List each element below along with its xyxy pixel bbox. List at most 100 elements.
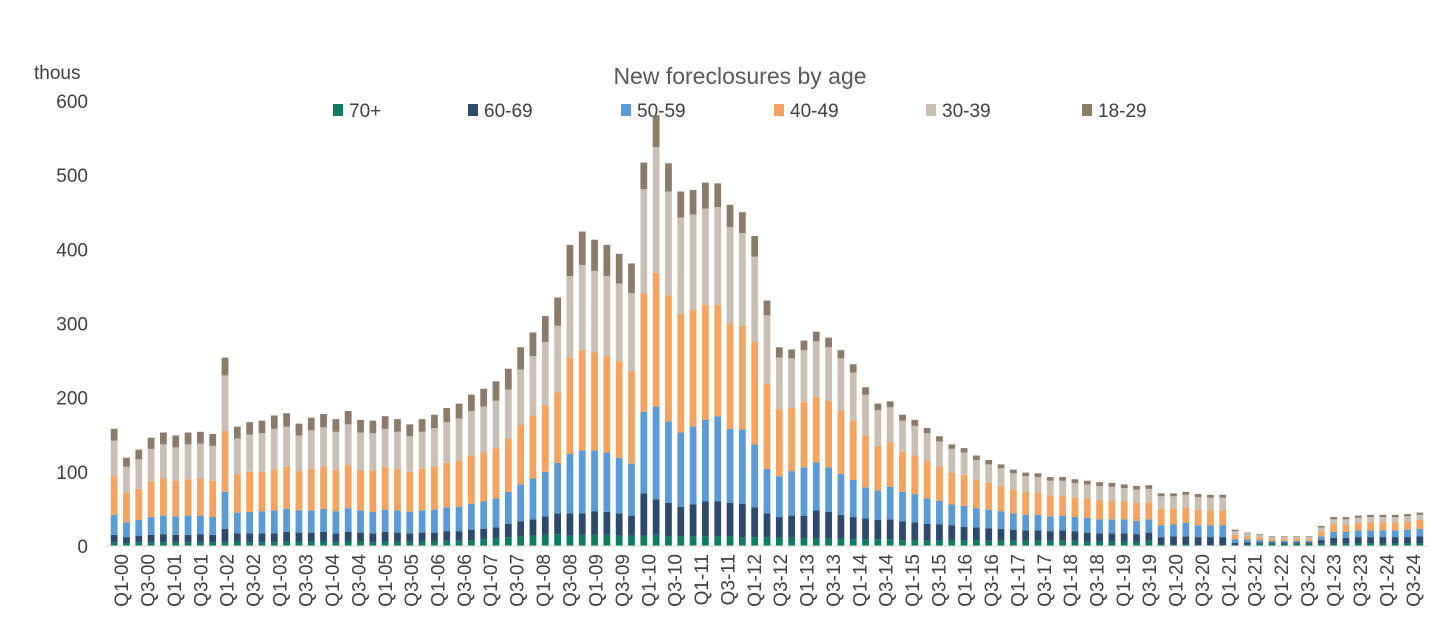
- bar-stack: [443, 408, 451, 546]
- bar-stack: [1157, 493, 1165, 546]
- bar-stack: [394, 419, 401, 546]
- bar-segment: [394, 431, 401, 469]
- bar-segment: [1207, 494, 1214, 498]
- bar-segment: [763, 468, 771, 514]
- bar-segment: [1219, 537, 1227, 546]
- bar-segment: [923, 433, 931, 462]
- bar-segment: [172, 534, 180, 543]
- bar-segment: [849, 479, 857, 518]
- bar-segment: [270, 510, 278, 534]
- bar-segment: [677, 191, 685, 218]
- bar-segment: [1071, 497, 1079, 518]
- bar-segment: [751, 507, 759, 538]
- x-tick-label: Q1-11: [692, 554, 713, 605]
- bar-segment: [1071, 482, 1079, 498]
- bar-segment: [1268, 537, 1276, 539]
- bar-segment: [1391, 543, 1399, 546]
- bar-segment: [529, 478, 537, 520]
- bar-segment: [1280, 542, 1288, 544]
- bar-segment: [862, 518, 869, 540]
- bar-stack: [985, 459, 993, 546]
- bar-segment: [110, 534, 118, 543]
- bar-segment: [283, 466, 290, 509]
- bar-segment: [849, 420, 857, 480]
- bar-segment: [1280, 536, 1288, 538]
- bar-segment: [899, 491, 906, 522]
- bar-segment: [923, 461, 931, 499]
- bar-segment: [406, 471, 414, 512]
- bar-stack: [418, 419, 426, 546]
- bar-segment: [628, 535, 635, 546]
- bar-segment: [443, 408, 451, 423]
- bar-segment: [628, 370, 635, 464]
- bar-segment: [160, 534, 167, 543]
- x-tick-label: Q3-21: [1246, 554, 1267, 607]
- bars-group: [110, 115, 1424, 546]
- bar-segment: [923, 428, 931, 434]
- x-tick-label: Q3-05: [402, 554, 423, 607]
- bar-segment: [1268, 540, 1276, 543]
- bar-segment: [147, 448, 155, 482]
- bar-segment: [1083, 480, 1091, 485]
- x-tick-label: Q1-00: [112, 554, 133, 607]
- bar-segment: [332, 542, 340, 546]
- bar-segment: [135, 488, 143, 521]
- bar-segment: [800, 467, 808, 516]
- bar-stack: [702, 182, 709, 546]
- bar-segment: [1256, 534, 1264, 535]
- bar-stack: [603, 244, 611, 546]
- bar-segment: [443, 531, 451, 541]
- bar-segment: [714, 416, 722, 502]
- bar-segment: [702, 536, 709, 546]
- bar-segment: [923, 523, 931, 541]
- legend-label: 70+: [349, 101, 381, 122]
- bar-segment: [1207, 537, 1214, 546]
- x-tick-label: Q3-06: [455, 554, 476, 607]
- bar-segment: [320, 413, 327, 428]
- bar-segment: [1367, 517, 1374, 523]
- bar-segment: [431, 428, 438, 467]
- legend-label: 30-39: [942, 101, 991, 122]
- bar-stack: [492, 381, 500, 546]
- bar-segment: [467, 394, 475, 412]
- bar-segment: [1404, 529, 1411, 538]
- bar-segment: [973, 527, 980, 541]
- bar-segment: [788, 408, 796, 472]
- bar-segment: [849, 364, 857, 373]
- bar-stack: [1133, 485, 1140, 546]
- bar-segment: [1096, 533, 1103, 542]
- bar-segment: [603, 244, 611, 277]
- x-tick-label: Q3-09: [613, 554, 634, 607]
- bar-segment: [788, 537, 796, 546]
- bar-segment: [899, 521, 906, 541]
- bar-stack: [726, 204, 734, 546]
- bar-segment: [270, 533, 278, 543]
- bar-segment: [1305, 540, 1313, 543]
- bar-segment: [1046, 480, 1054, 496]
- bar-segment: [948, 444, 956, 449]
- bar-stack: [812, 331, 820, 546]
- y-tick-label: 100: [56, 463, 88, 484]
- bar-segment: [418, 510, 426, 533]
- bar-segment: [295, 541, 303, 546]
- bar-segment: [443, 422, 451, 463]
- x-tick-label: Q1-12: [745, 554, 766, 607]
- bar-segment: [1268, 536, 1276, 538]
- bar-segment: [123, 457, 130, 467]
- bar-segment: [320, 541, 327, 546]
- bar-segment: [985, 528, 993, 541]
- x-tick-label: Q1-06: [429, 554, 450, 607]
- y-tick-label: 200: [56, 389, 88, 410]
- bar-segment: [1059, 540, 1067, 546]
- bar-segment: [492, 381, 500, 401]
- bar-stack: [1108, 482, 1116, 546]
- bar-segment: [1404, 537, 1411, 544]
- bar-segment: [812, 538, 820, 546]
- bar-segment: [1096, 482, 1103, 486]
- x-tick-label: Q3-11: [718, 554, 739, 605]
- bar-segment: [517, 536, 525, 546]
- bar-stack: [221, 357, 229, 546]
- bar-segment: [652, 406, 660, 500]
- bar-segment: [480, 388, 488, 407]
- bar-stack: [246, 422, 254, 546]
